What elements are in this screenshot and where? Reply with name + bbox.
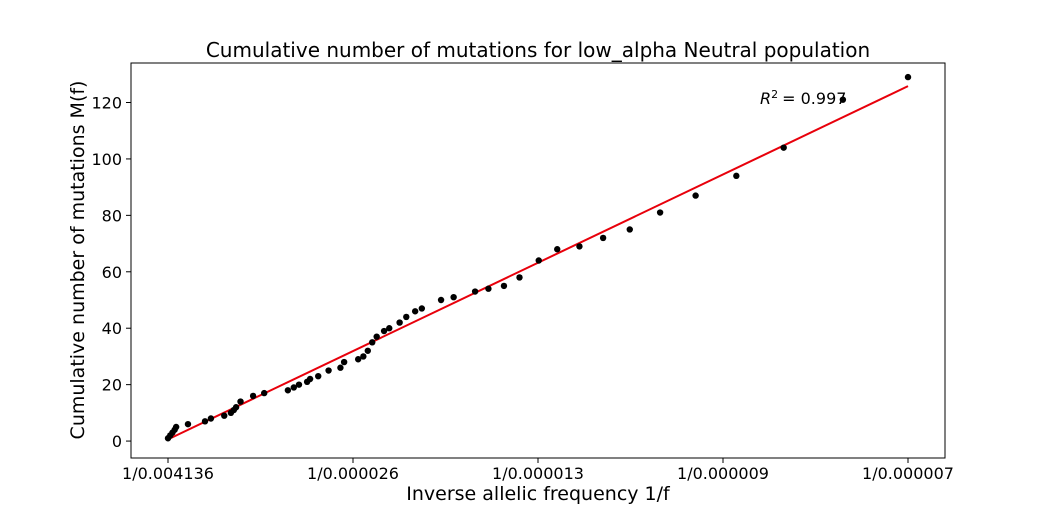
data-point: [364, 347, 371, 354]
y-axis: 0 20 40 60 80 100 120: [91, 94, 131, 451]
y-axis-label: Cumulative number of mutations M(f): [67, 81, 89, 440]
data-point: [471, 288, 479, 295]
data-point: [380, 327, 388, 335]
x-axis: 1/0.004136 1/0.000026 1/0.000013 1/0.000009…: [122, 458, 954, 483]
data-point: [904, 73, 912, 81]
y-tick-label: 60: [102, 263, 122, 282]
annotation-superscript: 2: [771, 88, 778, 101]
y-tick-label: 0: [112, 432, 122, 451]
x-tick-label: 1/0.000007: [862, 464, 954, 483]
annotation-r-squared: R2 = 0.997: [760, 88, 846, 109]
data-point: [733, 172, 740, 180]
y-tick-label: 80: [102, 206, 122, 225]
data-point: [576, 243, 583, 250]
data-point: [485, 285, 492, 292]
data-point: [418, 305, 426, 312]
annotation-value: = 0.997: [782, 89, 846, 108]
data-point: [516, 274, 523, 281]
y-tick-label: 120: [91, 94, 122, 113]
x-tick-label: 1/0.004136: [122, 464, 214, 483]
data-point: [325, 367, 332, 374]
y-tick-label: 100: [91, 150, 122, 169]
data-point: [261, 389, 268, 397]
data-point: [232, 404, 240, 411]
data-point: [437, 296, 445, 304]
data-point: [237, 398, 244, 405]
data-point: [780, 144, 787, 151]
x-tick-label: 1/0.000026: [307, 464, 399, 483]
data-point: [284, 387, 292, 394]
x-tick-label: 1/0.000013: [492, 464, 584, 483]
data-point: [221, 412, 228, 419]
data-point: [337, 364, 344, 371]
y-tick-label: 40: [102, 319, 122, 338]
annotation-r-symbol: R: [760, 89, 771, 108]
x-axis-label: Inverse allelic frequency 1/f: [406, 483, 671, 505]
data-point: [172, 423, 180, 431]
data-point: [354, 356, 362, 363]
data-point: [411, 308, 419, 315]
data-point: [290, 384, 297, 391]
x-tick-label: 1/0.000009: [677, 464, 769, 483]
data-point: [306, 375, 314, 383]
data-point: [450, 293, 457, 301]
data-point: [184, 420, 192, 428]
data-point: [500, 282, 508, 290]
data-point: [656, 209, 664, 216]
data-point: [249, 392, 257, 400]
data-point: [373, 333, 380, 340]
data-point: [340, 358, 348, 366]
data-point: [295, 381, 303, 388]
data-point: [626, 226, 633, 233]
data-point: [386, 325, 393, 332]
data-point: [396, 319, 403, 326]
data-point: [554, 246, 561, 253]
data-point: [403, 313, 410, 321]
data-point: [369, 339, 376, 346]
data-point: [535, 257, 542, 264]
data-point: [360, 353, 367, 360]
data-points: [164, 73, 912, 442]
data-point: [207, 415, 215, 422]
chart-title: Cumulative number of mutations for low_a…: [206, 38, 870, 62]
y-tick-label: 20: [102, 376, 122, 395]
data-point: [201, 418, 209, 425]
data-point: [839, 96, 847, 103]
data-point: [599, 234, 607, 242]
data-point: [315, 372, 322, 380]
data-point: [692, 192, 699, 199]
